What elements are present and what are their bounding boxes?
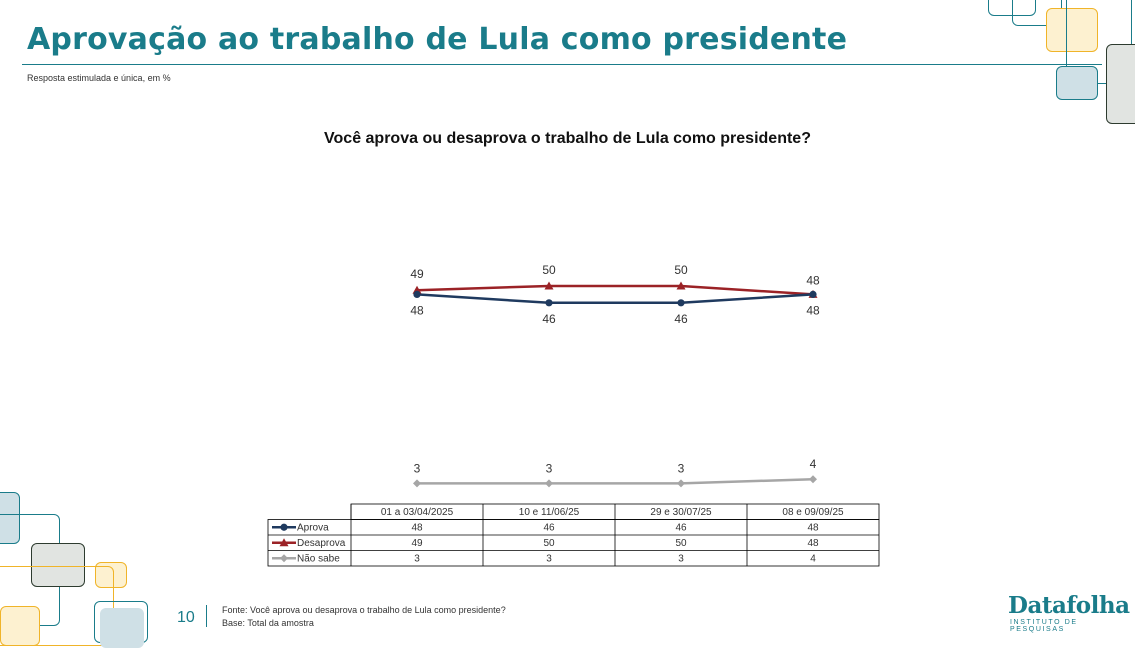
data-point [413,479,421,488]
chart-title: Você aprova ou desaprova o trabalho de L… [324,130,811,147]
data-label: 49 [410,267,424,281]
legend-label: Não sabe [297,554,340,565]
data-label: 48 [410,303,424,317]
table-cell: 48 [411,523,423,534]
footer-base: Base: Total da amostra [222,618,314,628]
title-divider [22,64,1102,65]
decorative-square [1056,66,1098,100]
table-cell: 4 [810,554,816,565]
table-header-cell: 01 a 03/04/2025 [381,507,454,518]
table-header-cell: 10 e 11/06/25 [519,507,580,518]
decorative-square [0,492,20,544]
data-label: 46 [674,312,688,326]
data-label: 48 [806,303,820,317]
legend-label: Desaprova [297,538,346,549]
line-chart: 48 46 46 48 49 50 50 48 3 3 3 4 01 a 03/04/2025 10 e … [267,263,880,567]
page-subtitle: Resposta estimulada e única, em % [27,73,171,83]
data-label: 3 [414,461,421,475]
series-line [417,477,814,485]
decorative-square [1066,0,1132,84]
data-point [677,299,685,307]
data-point [545,299,553,307]
data-point [413,290,421,298]
data-point [279,538,289,547]
data-table-border [267,519,880,567]
data-label: 3 [546,461,553,475]
table-cell: 3 [678,554,684,565]
datafolha-logo: Datafolha [1008,592,1130,619]
table-header-cell: 29 e 30/07/25 [650,507,712,518]
table-header-cell: 08 e 09/09/25 [782,507,844,518]
data-point [280,523,288,531]
data-label: 3 [678,461,685,475]
footer-divider [206,605,207,627]
data-label: 50 [674,263,688,277]
datafolha-logo-tagline: INSTITUTO DE PESQUISAS [1010,619,1078,633]
table-cell: 3 [414,554,420,565]
table-cell: 46 [543,523,555,534]
table-cell: 3 [546,554,552,565]
data-label: 48 [806,273,820,287]
series-line [416,293,814,305]
table-cell: 50 [543,538,555,549]
data-point [677,479,685,488]
table-cell: 46 [675,523,687,534]
page-title: Aprovação ao trabalho de Lula como presi… [27,22,848,57]
footer-source: Fonte: Você aprova ou desaprova o trabal… [222,605,506,615]
data-label: 46 [542,312,556,326]
data-point [809,290,817,298]
data-point [809,475,817,484]
table-cell: 48 [807,538,819,549]
decorative-square [31,543,85,587]
data-point [676,281,686,290]
decorative-square [1106,44,1135,124]
table-cell: 48 [807,523,819,534]
decorative-square [1046,8,1098,52]
page-number: 10 [177,609,195,626]
data-point [544,281,554,290]
series-line [416,284,814,296]
data-point [545,479,553,488]
data-label: 4 [810,457,817,471]
legend-label: Aprova [297,523,329,534]
data-point [280,554,288,563]
data-label: 50 [542,263,556,277]
table-cell: 49 [411,538,423,549]
table-cell: 50 [675,538,687,549]
